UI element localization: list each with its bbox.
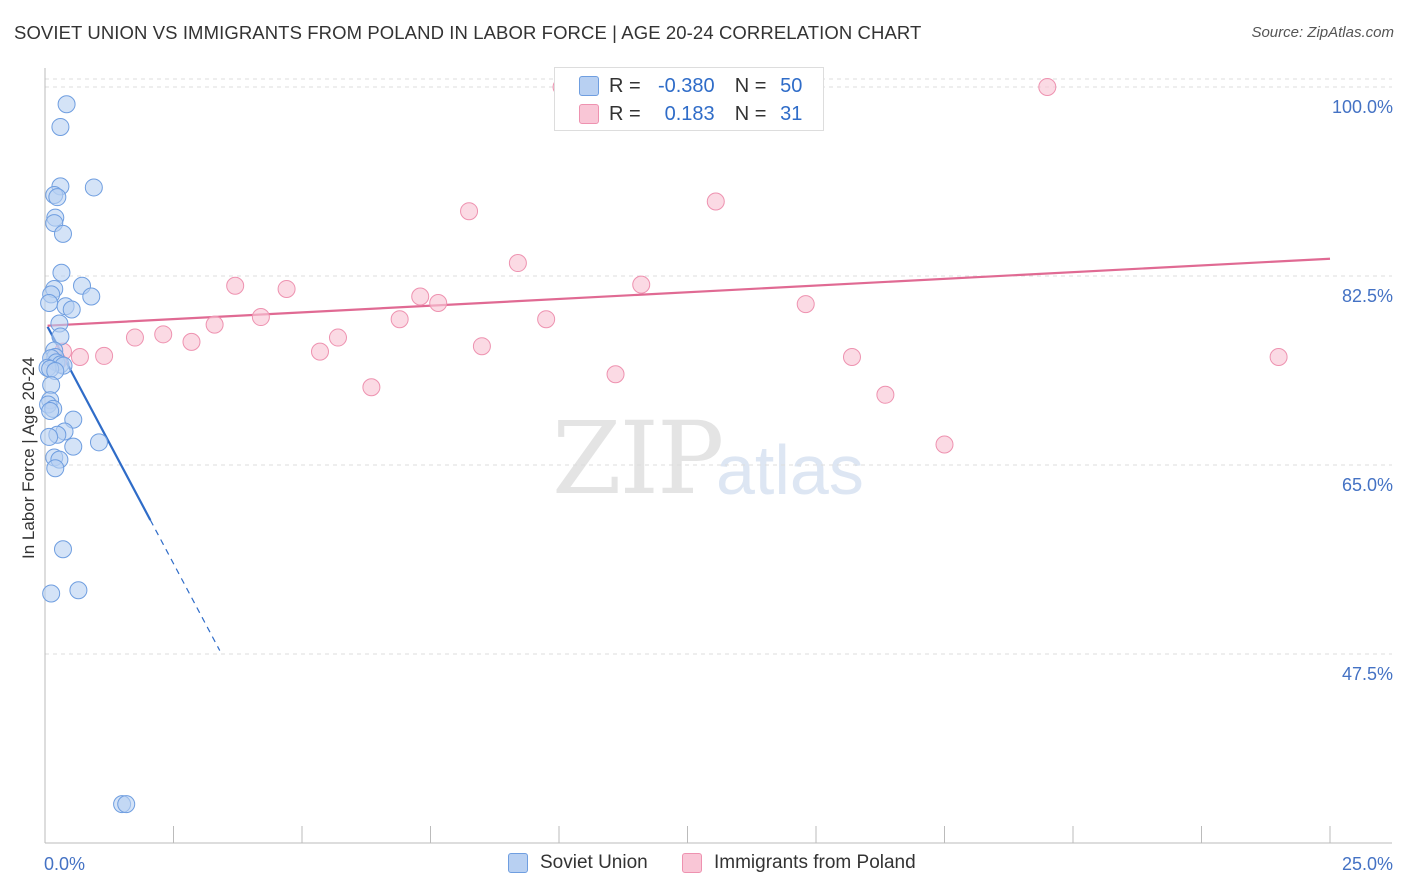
data-point-immigrants-from-poland (876, 385, 895, 404)
legend-item-soviet-union[interactable]: Soviet Union (508, 852, 648, 874)
series-immigrants-from-poland (48, 78, 1288, 454)
watermark-zip: ZIP (552, 400, 724, 517)
data-point-soviet-union (117, 795, 136, 814)
data-point-immigrants-from-poland (460, 202, 479, 221)
data-point-immigrants-from-poland (362, 378, 381, 397)
data-point-immigrants-from-poland (1269, 348, 1288, 366)
data-point-soviet-union (53, 224, 72, 243)
data-point-immigrants-from-poland (429, 294, 448, 312)
x-tick-label-max: 25.0% (1342, 854, 1393, 874)
x-tick-label-min: 0.0% (44, 854, 85, 874)
data-point-immigrants-from-poland (205, 315, 224, 334)
r-label: R = (609, 102, 641, 125)
data-point-soviet-union (42, 584, 61, 603)
y-axis-label: In Labor Force | Age 20-24 (19, 357, 38, 559)
data-point-immigrants-from-poland (606, 365, 625, 384)
n-label: N = (734, 102, 767, 125)
data-point-soviet-union (89, 433, 108, 452)
chart-title: SOVIET UNION VS IMMIGRANTS FROM POLAND I… (14, 22, 922, 43)
data-point-immigrants-from-poland (277, 279, 296, 298)
legend-item-immigrants-from-poland[interactable]: Immigrants from Poland (682, 852, 916, 874)
data-point-immigrants-from-poland (226, 276, 245, 295)
data-point-immigrants-from-poland (328, 328, 347, 347)
data-point-immigrants-from-poland (95, 346, 114, 365)
data-point-soviet-union (64, 437, 83, 456)
data-point-soviet-union (40, 294, 59, 312)
legend-label-soviet-union: Soviet Union (540, 852, 648, 873)
data-point-immigrants-from-poland (1038, 78, 1057, 96)
watermark-atlas: atlas (716, 431, 864, 509)
data-point-soviet-union (62, 300, 81, 319)
trend-lines (46, 257, 1331, 651)
data-point-immigrants-from-poland (472, 337, 491, 356)
data-point-immigrants-from-poland (706, 192, 725, 211)
data-point-immigrants-from-poland (310, 342, 329, 361)
r-label: R = (609, 74, 641, 97)
legend-swatch-soviet-union (508, 853, 528, 873)
y-tick-label: 82.5% (1342, 286, 1393, 306)
data-point-soviet-union (51, 117, 70, 136)
y-tick-label: 100.0% (1332, 97, 1393, 117)
data-point-soviet-union (53, 540, 72, 559)
data-point-soviet-union (48, 188, 67, 207)
data-point-soviet-union (57, 95, 76, 114)
legend-swatch-immigrants-from-poland (682, 853, 702, 873)
n-value-immigrants-from-poland: 31 (780, 102, 803, 125)
series-soviet-union (38, 95, 136, 814)
data-point-immigrants-from-poland (632, 275, 651, 294)
data-point-immigrants-from-poland (796, 295, 815, 314)
data-point-immigrants-from-poland (251, 308, 270, 327)
data-point-immigrants-from-poland (935, 435, 954, 454)
swatch-immigrants-from-poland (579, 104, 599, 124)
data-point-soviet-union (41, 402, 60, 420)
data-point-soviet-union (82, 287, 101, 306)
n-label: N = (734, 74, 767, 97)
axes (44, 68, 1392, 844)
r-value-immigrants-from-poland: 0.183 (664, 102, 715, 125)
r-value-soviet-union: -0.380 (657, 74, 715, 97)
data-point-soviet-union (84, 178, 103, 197)
series-legend: Soviet Union Immigrants from Poland (0, 852, 1406, 878)
data-point-soviet-union (40, 427, 59, 446)
tick-labels: 47.5% 65.0% 82.5% 100.0% 0.0% 25.0% (44, 97, 1393, 874)
y-tick-label: 47.5% (1342, 664, 1393, 684)
n-value-soviet-union: 50 (780, 74, 803, 97)
data-point-immigrants-from-poland (125, 328, 144, 347)
data-point-soviet-union (42, 376, 61, 395)
swatch-soviet-union (579, 76, 599, 96)
data-point-immigrants-from-poland (70, 348, 89, 366)
stats-legend: R = -0.380 N = 50 R = 0.183 N = 31 (554, 67, 824, 131)
data-point-soviet-union (52, 263, 71, 282)
trend-line-soviet-union-extension (149, 519, 221, 651)
data-point-immigrants-from-poland (537, 310, 556, 329)
y-tick-label: 65.0% (1342, 475, 1393, 495)
stats-row-soviet-union: R = -0.380 N = 50 (579, 74, 802, 98)
source-label: Source: ZipAtlas.com (1251, 24, 1394, 41)
data-point-immigrants-from-poland (411, 287, 430, 306)
data-point-immigrants-from-poland (508, 254, 527, 273)
data-point-immigrants-from-poland (842, 348, 861, 366)
stats-row-immigrants-from-poland: R = 0.183 N = 31 (579, 102, 802, 126)
data-point-immigrants-from-poland (390, 310, 409, 329)
data-point-soviet-union (69, 581, 88, 600)
data-point-soviet-union (46, 459, 65, 478)
data-point-immigrants-from-poland (154, 325, 173, 344)
grid-lines (45, 78, 1392, 655)
data-point-immigrants-from-poland (182, 332, 201, 351)
legend-label-immigrants-from-poland: Immigrants from Poland (714, 852, 916, 873)
